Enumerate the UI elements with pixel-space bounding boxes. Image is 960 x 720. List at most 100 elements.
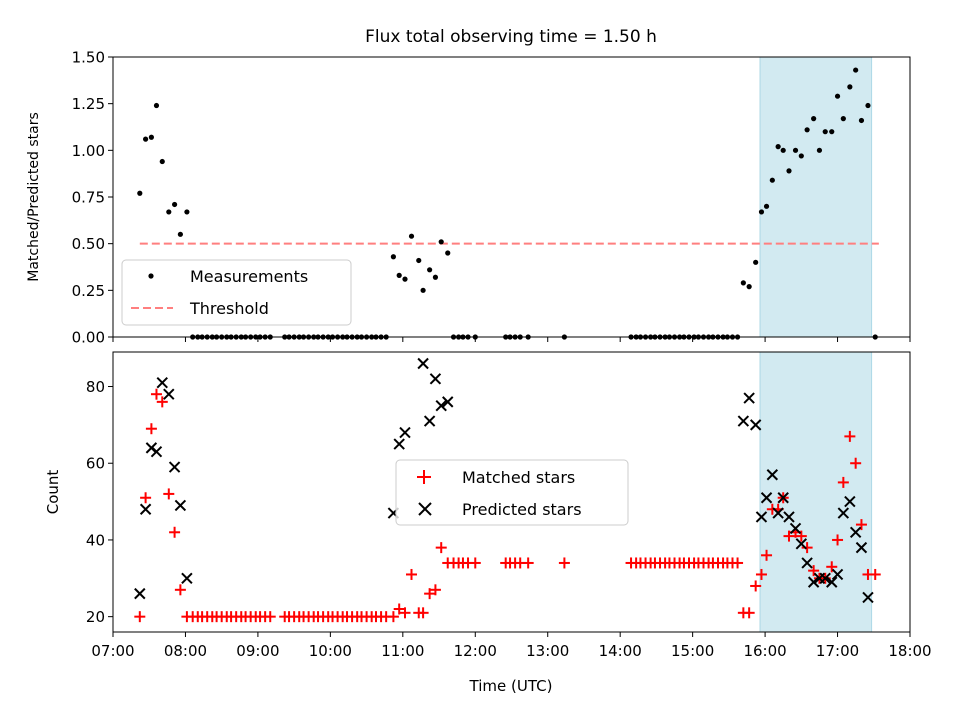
data-point-matched: [743, 607, 755, 619]
data-point-matched: [174, 584, 186, 596]
data-point-matched: [424, 588, 436, 600]
y-tick-label: 0.75: [72, 189, 105, 207]
data-point-predicted: [174, 499, 187, 512]
data-point: [432, 274, 439, 280]
data-point: [171, 201, 178, 208]
data-point-predicted: [181, 572, 193, 585]
data-point-predicted: [156, 376, 168, 389]
data-point-matched: [801, 542, 813, 554]
data-point-predicted: [442, 396, 454, 408]
x-tick-label: 15:00: [671, 642, 714, 660]
ratio-panel: 0.00 0.25 0.50 0.75 1.00 1.25 1.50 Flux total …: [26, 27, 911, 347]
data-point: [763, 203, 770, 209]
data-point-matched: [837, 476, 849, 488]
data-point: [427, 267, 433, 273]
data-point-matched: [522, 557, 534, 569]
data-point-predicted: [743, 392, 755, 404]
data-point: [834, 93, 841, 99]
data-point-predicted: [749, 419, 762, 431]
data-point-predicted: [849, 526, 862, 538]
legend-marker-measurements: [148, 273, 154, 279]
x-tick-label: 09:00: [236, 642, 279, 660]
count-panel-ylabel: Count: [44, 470, 62, 515]
data-point-predicted: [819, 572, 831, 585]
data-point-predicted: [783, 511, 795, 523]
data-point: [847, 84, 853, 90]
data-point-matched: [850, 457, 862, 469]
y-tick-label: 80: [86, 378, 105, 396]
data-point: [780, 147, 786, 153]
data-point: [416, 257, 422, 264]
data-point: [390, 254, 396, 260]
x-tick-label: 10:00: [309, 642, 352, 660]
data-point-matched: [844, 430, 856, 442]
data-point-matched: [156, 396, 168, 408]
legend-label-predicted: Predicted stars: [462, 500, 582, 519]
data-point-predicted: [826, 576, 838, 588]
data-point-matched: [435, 542, 447, 554]
data-point: [143, 136, 149, 142]
data-point-matched: [429, 584, 441, 596]
legend-marker-matched: [417, 470, 431, 484]
ratio-panel-ylabel: Matched/Predicted stars: [26, 112, 42, 282]
data-point-predicted: [435, 399, 447, 412]
series-matched-stars: [134, 388, 881, 623]
data-point-matched: [761, 549, 773, 561]
data-point-predicted: [150, 446, 163, 458]
data-point: [438, 239, 444, 245]
data-point: [445, 250, 451, 256]
ratio-panel-legend: Measurements Threshold: [121, 259, 352, 326]
data-point-predicted: [772, 507, 784, 519]
observing-window-shade: [759, 351, 873, 633]
data-point-matched: [163, 488, 175, 500]
data-point-predicted: [844, 495, 856, 508]
count-panel-frame: [112, 351, 911, 633]
data-point-matched: [826, 561, 838, 573]
data-point: [816, 147, 823, 153]
data-point-matched: [558, 557, 570, 569]
data-point-matched: [140, 492, 152, 504]
data-point-predicted: [777, 492, 789, 504]
data-point-predicted: [168, 461, 181, 473]
data-point: [840, 116, 846, 122]
data-point-matched: [150, 388, 162, 400]
data-point-predicted: [831, 568, 844, 581]
x-tick-label: 13:00: [526, 642, 569, 660]
y-tick-label: 0.00: [72, 329, 105, 347]
data-point: [792, 147, 799, 153]
data-point-predicted: [399, 426, 411, 439]
count-panel: 20 40 60 80 07:00 08:00 09:00 10:00 11:00 12:00 1…: [44, 351, 932, 695]
x-tick-label: 11:00: [381, 642, 424, 660]
data-point: [858, 117, 865, 124]
data-point: [166, 209, 172, 215]
data-point: [811, 116, 817, 122]
data-point-predicted: [766, 469, 779, 481]
data-point-predicted: [429, 373, 442, 385]
data-point: [177, 231, 183, 237]
data-point-predicted: [163, 388, 175, 400]
data-point-matched: [406, 568, 418, 580]
data-point: [769, 177, 775, 183]
data-point: [746, 284, 752, 290]
chart-title: Flux total observing time = 1.50 h: [365, 27, 657, 47]
observing-window-shade: [759, 56, 873, 338]
data-point: [396, 272, 402, 278]
data-point: [402, 276, 408, 282]
data-point: [829, 129, 835, 135]
data-point-matched: [755, 568, 767, 580]
data-point: [758, 209, 765, 215]
legend-label-measurements: Measurements: [190, 267, 308, 286]
count-panel-legend: Matched stars Predicted stars: [395, 459, 629, 526]
count-panel-xlabel: Time (UTC): [469, 677, 553, 695]
data-point-predicted: [417, 357, 429, 370]
y-tick-label: 20: [86, 608, 105, 626]
data-point-predicted: [807, 576, 820, 588]
data-point: [159, 158, 165, 165]
y-tick-label: 40: [86, 531, 105, 549]
data-point-matched: [134, 611, 146, 623]
y-tick-label: 1.25: [72, 95, 105, 113]
x-tick-label: 12:00: [454, 642, 497, 660]
y-tick-label: 0.50: [72, 235, 105, 253]
x-tick-label: 17:00: [816, 642, 859, 660]
